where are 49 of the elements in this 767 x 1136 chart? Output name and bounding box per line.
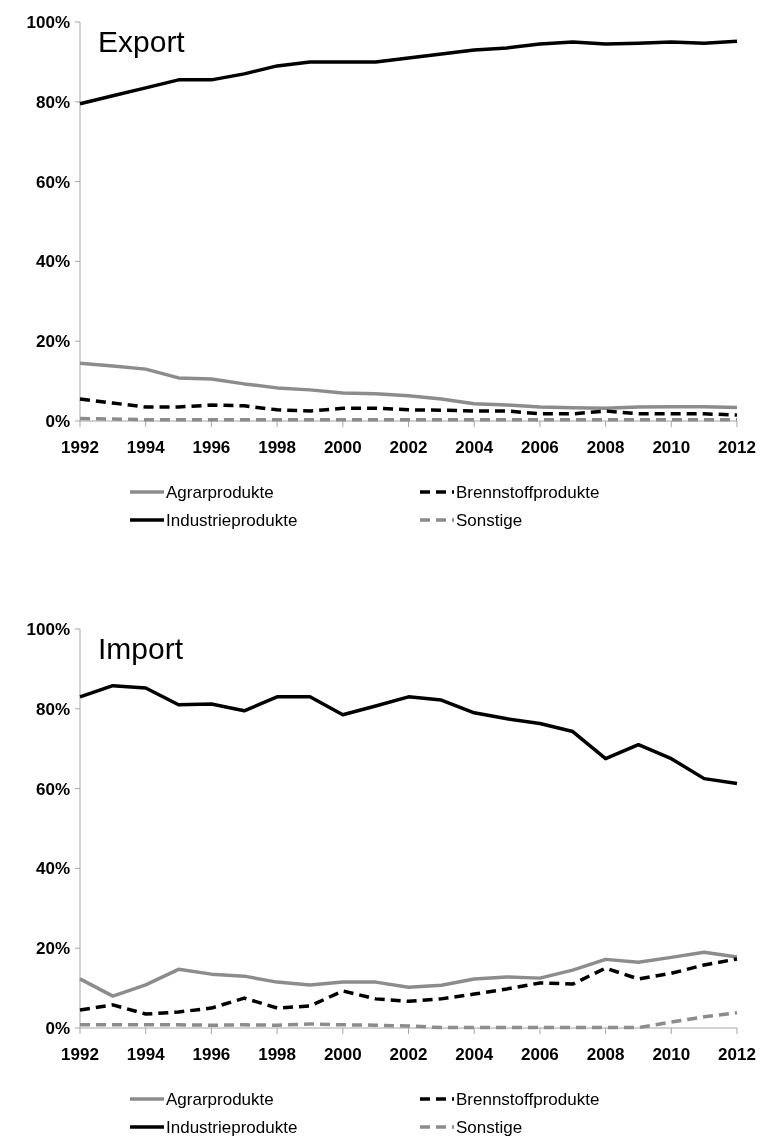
x-tick-label: 1998 xyxy=(258,438,297,457)
x-tick-label: 1994 xyxy=(126,1045,166,1064)
y-tick-label: 20% xyxy=(35,939,70,959)
chart-title: Export xyxy=(98,25,186,58)
line-series xyxy=(78,397,739,417)
y-tick-label: 40% xyxy=(35,859,70,879)
x-tick-label: 2012 xyxy=(718,438,756,457)
legend-label: Agrarprodukte xyxy=(166,1089,274,1109)
x-tick-label: 1996 xyxy=(192,438,231,457)
x-tick-label: 2008 xyxy=(586,1045,625,1064)
x-tick-label: 2008 xyxy=(586,438,625,457)
x-tick-label: 2000 xyxy=(323,1045,362,1064)
line-series xyxy=(78,683,739,786)
x-tick-label: 1996 xyxy=(192,1045,231,1064)
y-tick-label: 20% xyxy=(35,332,70,352)
y-tick-label: 60% xyxy=(35,172,70,192)
y-tick-label: 0% xyxy=(45,411,70,431)
x-tick-label: 2000 xyxy=(323,438,362,457)
y-tick-label: 60% xyxy=(35,779,70,799)
y-tick-label: 100% xyxy=(26,12,70,32)
x-tick-label: 2012 xyxy=(718,1045,756,1064)
line-series xyxy=(78,361,739,410)
x-tick-label: 2002 xyxy=(389,1045,428,1064)
y-tick-label: 80% xyxy=(35,699,70,719)
y-tick-label: 40% xyxy=(35,252,70,272)
legend-label: Industrieprodukte xyxy=(166,1117,298,1136)
chart-title: Import xyxy=(98,632,184,665)
legend-label: Brennstoffprodukte xyxy=(456,482,600,502)
x-tick-label: 1994 xyxy=(126,438,166,457)
y-tick-label: 80% xyxy=(35,92,70,112)
line-series xyxy=(78,957,739,1016)
x-tick-label: 2002 xyxy=(389,438,428,457)
y-tick-label: 100% xyxy=(26,619,70,639)
x-tick-label: 2004 xyxy=(455,438,494,457)
legend-label: Sonstige xyxy=(456,1117,523,1136)
line-series xyxy=(78,950,739,998)
x-tick-label: 1992 xyxy=(61,438,99,457)
legend-label: Industrieprodukte xyxy=(166,510,298,530)
x-tick-label: 2006 xyxy=(520,1045,559,1064)
legend-label: Agrarprodukte xyxy=(166,482,274,502)
x-tick-label: 2010 xyxy=(652,1045,691,1064)
x-tick-label: 1998 xyxy=(258,1045,297,1064)
legend-label: Sonstige xyxy=(456,510,523,530)
x-tick-label: 2006 xyxy=(520,438,559,457)
legend-label: Brennstoffprodukte xyxy=(456,1089,600,1109)
x-tick-label: 1992 xyxy=(61,1045,99,1064)
x-tick-label: 2004 xyxy=(455,1045,494,1064)
x-tick-label: 2010 xyxy=(652,438,691,457)
y-tick-label: 0% xyxy=(45,1018,70,1038)
